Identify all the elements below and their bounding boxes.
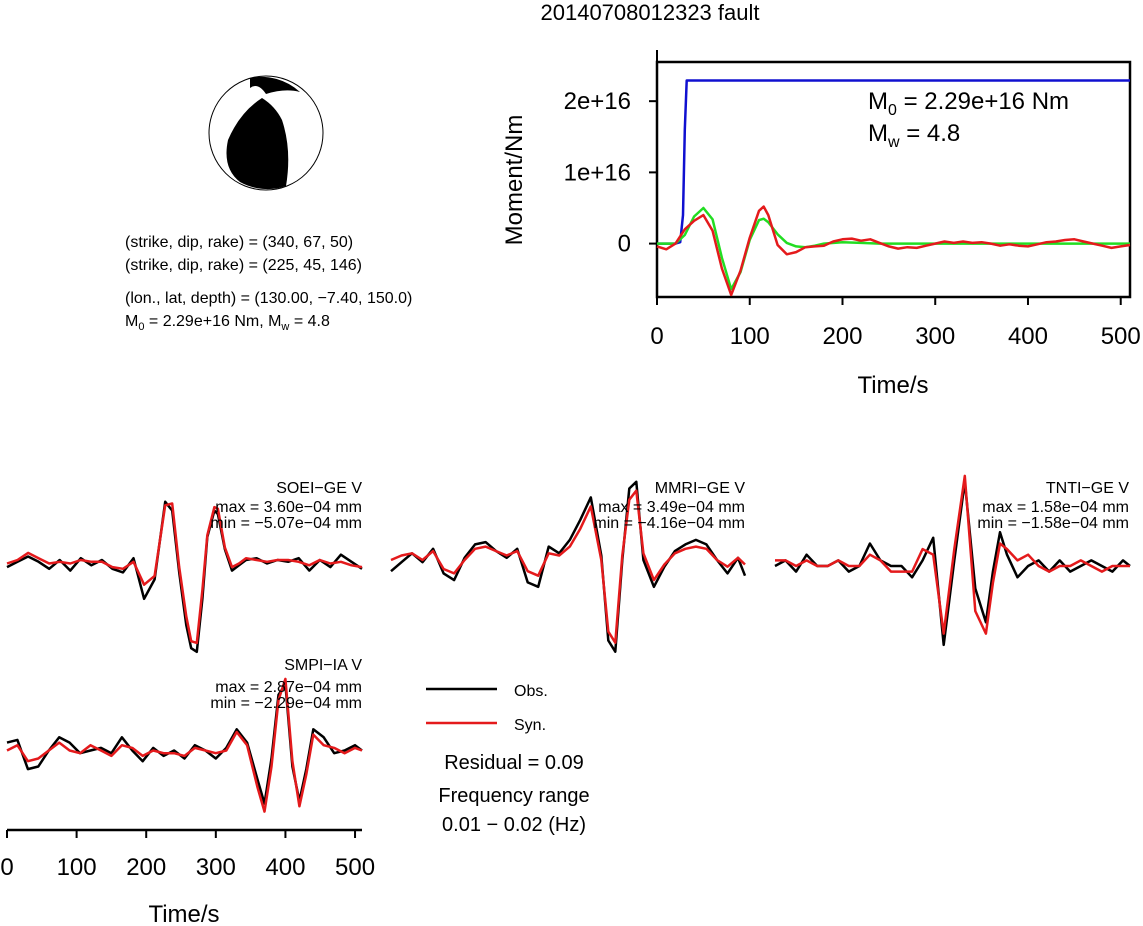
min-label-soei: min = −5.07e−04 mm xyxy=(210,515,362,532)
beachball-compressional-quadrant-top xyxy=(250,76,300,94)
moment-rate-fit-line xyxy=(656,205,1131,297)
frequency-range-value: 0.01 − 0.02 (Hz) xyxy=(442,814,586,836)
min-label-tnti: min = −1.58e−04 mm xyxy=(977,515,1129,532)
waveform-syn-line xyxy=(6,677,363,813)
moment-x-tick-label: 300 xyxy=(915,323,955,350)
station-label-smpi: SMPI−IA V xyxy=(284,657,362,674)
waveform-syn-line xyxy=(6,502,363,645)
moment-x-tick-label: 100 xyxy=(730,323,770,350)
waveform-syn-line xyxy=(390,489,746,644)
waveform-x-tick-label: 200 xyxy=(126,854,166,881)
moment-magnitude-line: M0 = 2.29e+16 Nm, Mw = 4.8 xyxy=(125,313,330,333)
legend-obs-label: Obs. xyxy=(514,683,548,700)
moment-x-axis-label: Time/s xyxy=(857,372,928,399)
moment-x-tick-label: 0 xyxy=(650,323,663,350)
moment-y-tick-label: 0 xyxy=(618,231,631,258)
max-label-smpi: max = 2.87e−04 mm xyxy=(215,679,362,696)
legend-syn-label: Syn. xyxy=(514,717,546,734)
min-label-smpi: min = −2.29e−04 mm xyxy=(210,695,362,712)
moment-y-tick-label: 2e+16 xyxy=(564,88,631,115)
waveform-time-axis: 0 100 200 300 400 500 xyxy=(0,828,375,881)
waveform-x-tick-label: 400 xyxy=(265,854,305,881)
moment-y-tick-label: 1e+16 xyxy=(564,159,631,186)
legend: Obs. Syn. Residual = 0.09 Frequency rang… xyxy=(426,683,590,836)
beachball-focal-mechanism xyxy=(208,75,324,191)
beachball-compressional-quadrant-main xyxy=(226,98,289,190)
nodal-plane-1: (strike, dip, rake) = (340, 67, 50) xyxy=(125,234,353,251)
waveform-traces-mmri xyxy=(390,480,747,653)
waveform-panel-tnti: TNTI−GE V max = 1.58e−04 mm min = −1.58e… xyxy=(774,474,1131,647)
waveform-obs-line xyxy=(390,480,747,653)
waveform-syn-line xyxy=(775,474,1130,635)
waveform-panel-mmri: MMRI−GE V max = 3.49e−04 mm min = −4.16e… xyxy=(390,480,747,653)
moment-x-tick-label: 500 xyxy=(1101,323,1141,350)
waveform-traces-tnti xyxy=(774,474,1131,647)
nodal-plane-2: (strike, dip, rake) = (225, 45, 146) xyxy=(125,257,362,274)
waveform-panel-soei: SOEI−GE V max = 3.60e−04 mm min = −5.07e… xyxy=(6,480,363,654)
waveform-x-tick-label: 300 xyxy=(196,854,236,881)
frequency-range-title: Frequency range xyxy=(438,785,589,807)
waveform-x-tick-label: 500 xyxy=(335,854,375,881)
waveform-x-tick-label: 0 xyxy=(0,854,13,881)
station-label-tnti: TNTI−GE V xyxy=(1046,480,1129,497)
figure-title: 20140708012323 fault xyxy=(541,0,760,25)
moment-function-chart: 0 100 200 300 400 500 0 1e+16 2e+16 Time/s Momen… xyxy=(501,50,1141,399)
moment-series-group xyxy=(656,79,1131,297)
waveform-x-tick-label: 100 xyxy=(57,854,97,881)
hypocenter-location: (lon., lat, depth) = (130.00, −7.40, 150… xyxy=(125,290,412,307)
waveform-traces-smpi xyxy=(6,677,363,813)
moment-axes-group: 0 100 200 300 400 500 0 1e+16 2e+16 xyxy=(564,50,1141,350)
moment-rate-line xyxy=(657,206,1130,291)
moment-annotation-mw: Mw = 4.8 xyxy=(868,120,960,151)
mechanism-info: (strike, dip, rake) = (340, 67, 50) (str… xyxy=(125,234,412,333)
moment-x-tick-label: 200 xyxy=(822,323,862,350)
min-label-mmri: min = −4.16e−04 mm xyxy=(593,515,745,532)
moment-annotation-m0: M0 = 2.29e+16 Nm xyxy=(868,88,1069,119)
moment-y-axis-label: Moment/Nm xyxy=(501,115,528,246)
max-label-mmri: max = 3.49e−04 mm xyxy=(598,499,745,516)
moment-x-tick-label: 400 xyxy=(1008,323,1048,350)
waveform-panel-smpi: SMPI−IA V max = 2.87e−04 mm min = −2.29e… xyxy=(6,657,363,813)
moment-plot-frame xyxy=(655,60,1132,299)
residual-label: Residual = 0.09 xyxy=(444,752,584,774)
waveform-traces-soei xyxy=(6,500,363,654)
max-label-soei: max = 3.60e−04 mm xyxy=(215,499,362,516)
station-label-mmri: MMRI−GE V xyxy=(655,480,746,497)
waveform-x-axis-label: Time/s xyxy=(148,901,219,926)
station-label-soei: SOEI−GE V xyxy=(276,480,362,497)
max-label-tnti: max = 1.58e−04 mm xyxy=(982,499,1129,516)
